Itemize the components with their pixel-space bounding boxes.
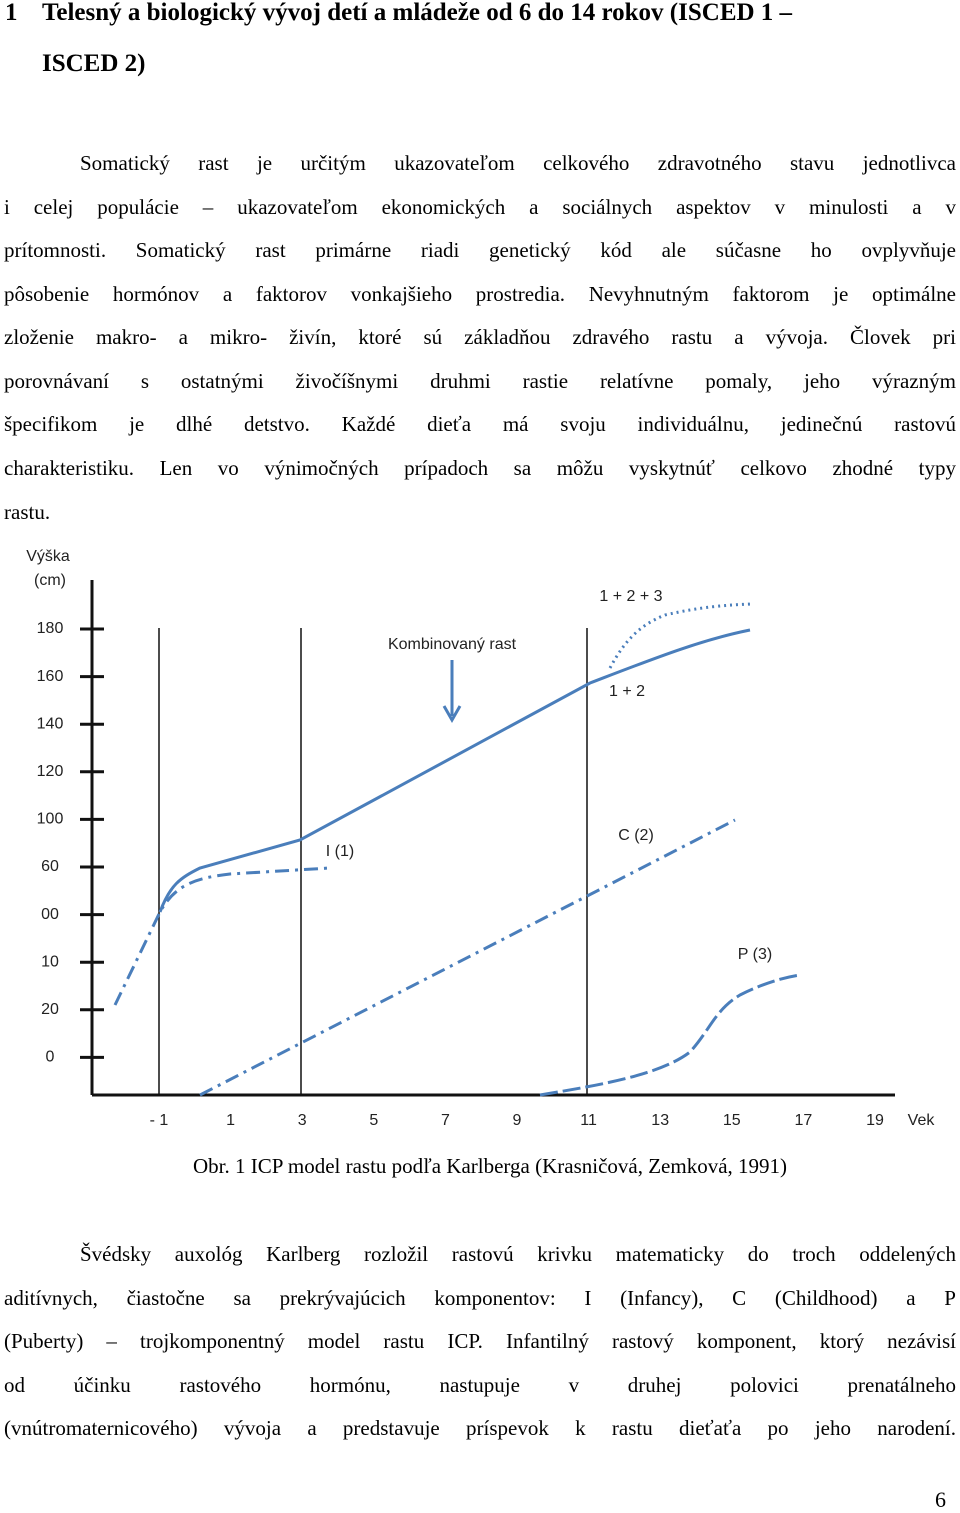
heading-title: Telesný a biologický vývoj detí a mládež… <box>42 0 793 26</box>
text-line: rastu. <box>4 500 51 524</box>
annotation: Kombinovaný rast <box>388 636 517 653</box>
text-line: porovnávaní s ostatnými živočíšnymi druh… <box>4 369 956 393</box>
page-number: 6 <box>935 1487 946 1512</box>
y-axis-label: Výška <box>26 548 70 565</box>
x-axis-label: Vek <box>908 1112 936 1129</box>
x-tick-label: 15 <box>723 1112 741 1129</box>
x-tick-label: 7 <box>441 1112 450 1129</box>
x-tick-label: 19 <box>866 1112 884 1129</box>
x-tick-label: 13 <box>651 1112 669 1129</box>
text-line: aditívnych, čiastočne sa prekrývajúcich … <box>4 1286 956 1310</box>
heading-title: ISCED 2) <box>42 50 146 77</box>
y-tick-label: 00 <box>41 906 59 923</box>
y-tick-label: 100 <box>37 811 64 828</box>
x-tick-label: 11 <box>580 1112 597 1129</box>
heading-number: 1 <box>5 0 18 26</box>
text-line: Švédsky auxológ Karlberg rozložil rastov… <box>80 1242 956 1266</box>
y-tick-label: 120 <box>37 763 64 780</box>
text-line: Somatický rast je určitým ukazovateľom c… <box>80 151 956 175</box>
y-tick-label: 60 <box>41 858 59 875</box>
annotation: 1 + 2 + 3 <box>599 588 662 605</box>
annotation: 1 + 2 <box>609 683 645 700</box>
annotation: C (2) <box>618 827 654 844</box>
y-tick-label: 140 <box>37 715 64 732</box>
text-line: pôsobenie hormónov a faktorov vonkajšieh… <box>4 282 956 306</box>
text-line: od účinku rastového hormónu, nastupuje v… <box>4 1373 956 1397</box>
annotation: I (1) <box>326 843 354 860</box>
text-line: charakteristiku. Len vo výnimočných príp… <box>4 456 956 480</box>
y-tick-label: 0 <box>46 1049 55 1066</box>
y-axis-label: (cm) <box>34 572 66 589</box>
figure-caption: Obr. 1 ICP model rastu podľa Karlberga (… <box>192 1154 788 1178</box>
text-line: prítomnosti. Somatický rast primárne ria… <box>4 238 956 262</box>
text-line: (Puberty) – trojkomponentný model rastu … <box>4 1329 956 1353</box>
x-tick-label: 9 <box>513 1112 522 1129</box>
y-tick-label: 180 <box>37 620 64 637</box>
text-line: zloženie makro- a mikro- živín, ktoré sú… <box>4 325 956 349</box>
y-tick-label: 160 <box>37 668 64 685</box>
x-tick-label: 5 <box>369 1112 378 1129</box>
text-line: špecifikom je dlhé detstvo. Každé dieťa … <box>4 412 956 436</box>
annotation: P (3) <box>738 946 772 963</box>
x-tick-label: - 1 <box>150 1112 169 1129</box>
x-tick-label: 1 <box>226 1112 235 1129</box>
x-tick-label: 17 <box>795 1112 813 1129</box>
text-line: i celej populácie – ukazovateľom ekonomi… <box>4 195 956 219</box>
x-tick-label: 3 <box>298 1112 307 1129</box>
text-line: (vnútromaternicového) vývoja a predstavu… <box>4 1416 956 1440</box>
y-tick-label: 10 <box>41 953 59 970</box>
y-tick-label: 20 <box>41 1001 59 1018</box>
